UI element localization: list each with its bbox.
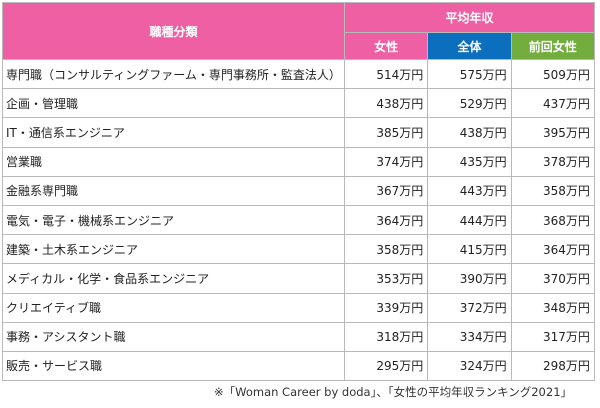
table-row: 販売・サービス職 295万円 324万円 298万円 <box>2 350 595 382</box>
category-cell: メディカル・化学・食品系エンジニア <box>2 263 345 294</box>
table-row: 専門職（コンサルティングファーム・専門事務所・監査法人） 514万円 575万円 50… <box>2 58 595 90</box>
female-income-cell: 367万円 <box>343 175 429 206</box>
female-income-cell: 295万円 <box>343 350 429 382</box>
table-row: 電気・電子・機械系エンジニア 364万円 444万円 368万円 <box>2 204 595 236</box>
female-income-cell: 318万円 <box>343 321 429 352</box>
total-income-cell: 443万円 <box>427 175 512 206</box>
table-row: メディカル・化学・食品系エンジニア 353万円 390万円 370万円 <box>2 263 595 294</box>
prev-female-income-cell: 395万円 <box>510 117 595 148</box>
prev-female-income-cell: 378万円 <box>510 146 595 177</box>
category-cell: 営業職 <box>2 146 345 177</box>
table-row: IT・通信系エンジニア 385万円 438万円 395万円 <box>2 117 595 148</box>
prev-female-income-cell: 364万円 <box>510 234 595 265</box>
category-cell: 電気・電子・機械系エンジニア <box>2 204 345 236</box>
female-income-cell: 385万円 <box>343 117 429 148</box>
female-income-cell: 358万円 <box>343 234 429 265</box>
total-income-cell: 435万円 <box>427 146 512 177</box>
average-income-table: 職種分類 平均年収 女性 全体 前回女性 専門職（コンサルティングファーム・専門… <box>2 2 595 382</box>
table-row: クリエイティブ職 339万円 372万円 348万円 <box>2 292 595 323</box>
prev-female-income-cell: 368万円 <box>510 204 595 236</box>
source-note: ※「Woman Career by doda」、「女性の平均年収ランキング202… <box>214 385 573 399</box>
prev-female-income-cell: 348万円 <box>510 292 595 323</box>
prev-female-income-cell: 370万円 <box>510 263 595 294</box>
prev-female-income-cell: 358万円 <box>510 175 595 206</box>
average-income-header: 平均年収 <box>344 2 595 33</box>
table-row: 事務・アシスタント職 318万円 334万円 317万円 <box>2 321 595 352</box>
prev-female-header: 前回女性 <box>510 32 595 60</box>
header-row-sub: 女性 全体 前回女性 <box>3 32 595 60</box>
female-income-cell: 514万円 <box>343 58 429 90</box>
header-row-top: 職種分類 平均年収 <box>2 2 595 60</box>
category-cell: 販売・サービス職 <box>2 350 345 382</box>
table-row: 金融系専門職 367万円 443万円 358万円 <box>2 175 595 206</box>
female-income-cell: 438万円 <box>343 88 429 119</box>
table-row: 営業職 374万円 435万円 378万円 <box>2 146 595 177</box>
female-header: 女性 <box>343 32 429 60</box>
category-cell: IT・通信系エンジニア <box>2 117 345 148</box>
prev-female-income-cell: 317万円 <box>510 321 595 352</box>
prev-female-income-cell: 509万円 <box>510 58 595 90</box>
female-income-cell: 374万円 <box>343 146 429 177</box>
category-cell: 建築・土木系エンジニア <box>2 234 345 265</box>
female-income-cell: 353万円 <box>343 263 429 294</box>
female-income-cell: 339万円 <box>343 292 429 323</box>
female-income-cell: 364万円 <box>343 204 429 236</box>
total-income-cell: 575万円 <box>427 58 512 90</box>
category-cell: クリエイティブ職 <box>2 292 345 323</box>
category-cell: 金融系専門職 <box>2 175 345 206</box>
total-income-cell: 415万円 <box>427 234 512 265</box>
category-cell: 事務・アシスタント職 <box>2 321 345 352</box>
table-row: 建築・土木系エンジニア 358万円 415万円 364万円 <box>2 234 595 265</box>
table-row: 企画・管理職 438万円 529万円 437万円 <box>2 88 595 119</box>
total-income-cell: 438万円 <box>427 117 512 148</box>
category-cell: 企画・管理職 <box>2 88 345 119</box>
category-header: 職種分類 <box>2 2 345 60</box>
total-income-cell: 324万円 <box>427 350 512 382</box>
total-income-cell: 444万円 <box>427 204 512 236</box>
table-body: 専門職（コンサルティングファーム・専門事務所・監査法人） 514万円 575万円 50… <box>2 58 595 382</box>
prev-female-income-cell: 298万円 <box>510 350 595 382</box>
category-cell: 専門職（コンサルティングファーム・専門事務所・監査法人） <box>2 58 345 90</box>
prev-female-income-cell: 437万円 <box>510 88 595 119</box>
total-header: 全体 <box>427 32 512 60</box>
total-income-cell: 390万円 <box>427 263 512 294</box>
total-income-cell: 334万円 <box>427 321 512 352</box>
total-income-cell: 529万円 <box>427 88 512 119</box>
total-income-cell: 372万円 <box>427 292 512 323</box>
